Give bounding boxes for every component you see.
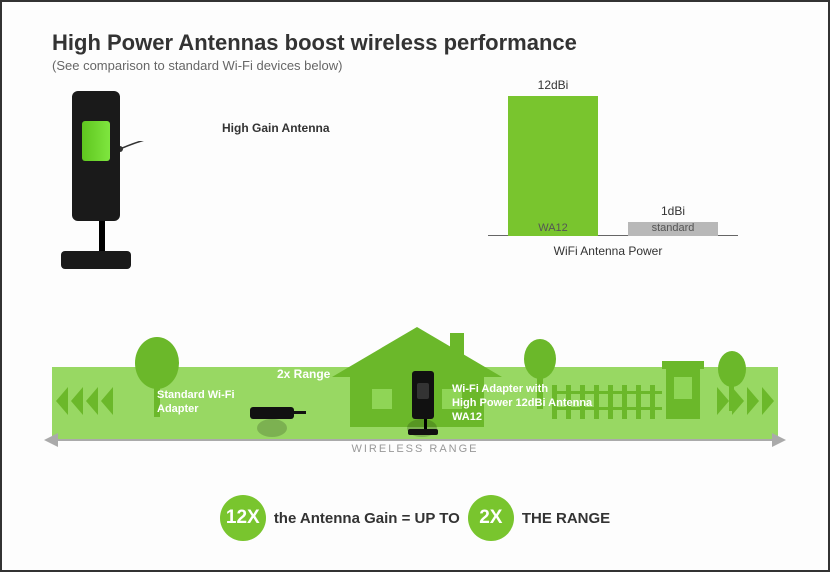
text: Wi-Fi Adapter with — [452, 383, 548, 395]
gain-multiplier-badge: 12X — [220, 495, 266, 541]
range-arrow-line — [52, 439, 778, 441]
text: Adapter — [157, 403, 199, 415]
callout-line-icon — [120, 141, 220, 171]
two-x-range-label: 2x Range — [277, 367, 330, 381]
standard-adapter-icon — [250, 407, 294, 419]
range-chevrons-right-icon — [717, 387, 774, 415]
page-title: High Power Antennas boost wireless perfo… — [52, 30, 778, 56]
bar-bottom-label: standard — [628, 222, 718, 234]
summary-line: 12X the Antenna Gain = UP TO 2X THE RANG… — [52, 495, 778, 541]
antenna-device-icon — [72, 91, 131, 269]
text: Standard Wi-Fi — [157, 389, 235, 401]
text: WA12 — [452, 411, 482, 423]
summary-text-2: THE RANGE — [522, 510, 610, 527]
bar-top-label: 1dBi — [628, 204, 718, 218]
upper-section: High Gain Antenna 12dBi WA12 1dBi standa… — [52, 91, 778, 291]
text: High Power 12dBi Antenna — [452, 397, 592, 409]
location-shadow — [257, 419, 287, 437]
range-multiplier-badge: 2X — [468, 495, 514, 541]
range-scene: 2x Range Standard Wi-Fi Adapter Wi-Fi Ad… — [52, 309, 778, 459]
callout-label: High Gain Antenna — [222, 121, 330, 135]
infographic-frame: High Power Antennas boost wireless perfo… — [0, 0, 830, 572]
antenna-illustration-zone: High Gain Antenna — [52, 91, 392, 291]
range-chevrons-left-icon — [56, 387, 113, 415]
kiosk-icon — [662, 357, 704, 419]
chart-title: WiFi Antenna Power — [478, 244, 738, 258]
high-power-adapter-icon — [412, 371, 438, 435]
bar-chart: 12dBi WA12 1dBi standard WiFi Antenna Po… — [478, 91, 778, 291]
standard-adapter-label: Standard Wi-Fi Adapter — [157, 389, 235, 417]
chart-bar-wa12: 12dBi WA12 — [508, 96, 598, 236]
page-subtitle: (See comparison to standard Wi-Fi device… — [52, 58, 778, 73]
summary-text-1: the Antenna Gain = UP TO — [274, 510, 460, 527]
chart-bar-standard: 1dBi standard — [628, 222, 718, 236]
wireless-range-label: WIRELESS RANGE — [52, 443, 778, 455]
bar-bottom-label: WA12 — [508, 222, 598, 234]
high-power-adapter-label: Wi-Fi Adapter with High Power 12dBi Ante… — [452, 383, 592, 424]
bar-top-label: 12dBi — [508, 78, 598, 92]
